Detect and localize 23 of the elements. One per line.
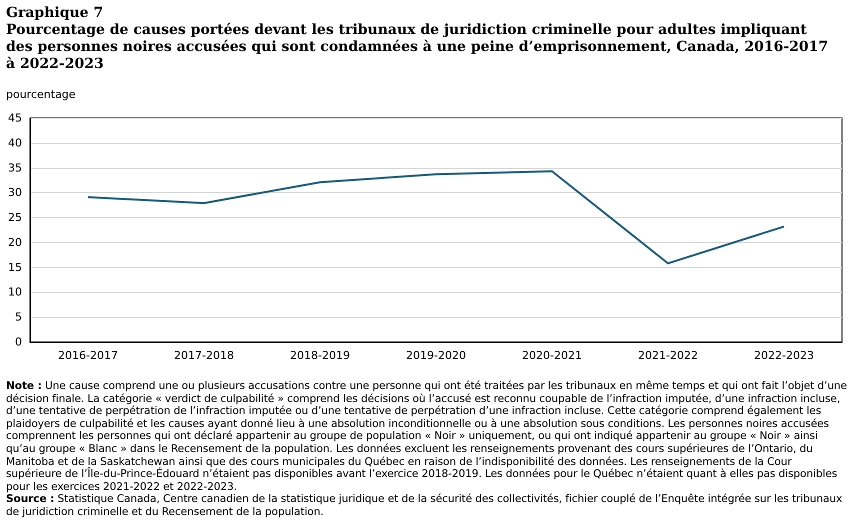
x-tick-label: 2022-2023 [754, 349, 814, 362]
line-series [87, 170, 785, 264]
x-tick-label: 2018-2019 [290, 349, 350, 362]
y-tick-label: 35 [8, 161, 22, 174]
y-tick-label: 5 [15, 310, 22, 324]
x-tick-label: 2019-2020 [406, 349, 466, 362]
y-tick-label: 30 [8, 186, 22, 200]
y-tick-label: 15 [8, 260, 22, 274]
x-tick-label: 2017-2018 [174, 349, 234, 362]
chart-subtitle: Pourcentage de causes portées devant les tribunaux de juridiction criminelle pour adultes impliquant des personnes noires accusées qui sont condamnées à une peine d’emprisonnement, Canada, 2016-2017 à 2022-2023 [6, 22, 830, 73]
x-tick-label: 2020-2021 [522, 349, 582, 362]
y-tick-label: 40 [8, 136, 22, 150]
chart-title: Graphique 7 [6, 5, 104, 22]
y-tick-label: 0 [15, 336, 22, 348]
y-tick-label: 20 [8, 236, 22, 249]
x-tick-label: 2016-2017 [58, 349, 118, 362]
y-tick-label: 45 [8, 112, 22, 124]
source-note: Source : Statistique Canada, Centre canadien de la statistique juridique et de la sécurité des collectivités, fichier couplé de l’Enquête intégrée sur les tribunaux de juridiction criminelle et du Recensement de la population. [6, 493, 844, 519]
y-axis-title: pourcentage [6, 88, 76, 101]
x-tick-label: 2021-2022 [638, 349, 698, 362]
text: Note : Une cause comprend une ou plusieurs accusations contre une personne qui ont été traitées par les tribunaux en même temps et qui ont fait l’objet d’une décision finale. La catégorie « verdict de culpabilité » comprend les décisions où l’accusé est reconnu coupable de l’infraction imputée, d’une infraction incluse, d’une tentative de perpétration de l’infraction imputée ou d’une tentative de perpétration d’une infraction incluse. Cette catégorie comprend également les plaidoyers de culpabilité et les causes ayant donné lieu à une absolution inconditionnelle ou à une absolution sous conditions. Les personnes noires accusées comprennent les personnes qui ont déclaré appartenir au groupe de population « Noir » uniquement, ou qui ont indiqué appartenir au groupe « Noir » ainsi qu’au groupe « Blanc » dans le Recensement de la population. Les données excluent les renseignements provenant des cours supérieures de l’Ontario, du Manitoba et de la Saskatchewan ainsi que des cours municipales du Québec en raison de l’indisponibilité des données. Les renseignements de la Cour supérieure de l’Île-du-Prince-Édouard n’étaient pas disponibles avant l’exercice 2018-2019. Les données pour le Québec n’étaient quant à elles pas disponibles pour les exercices 2021-2022 et 2022-2023. [6, 380, 847, 493]
y-tick-label: 10 [8, 286, 22, 299]
y-tick-label: 25 [8, 211, 22, 224]
